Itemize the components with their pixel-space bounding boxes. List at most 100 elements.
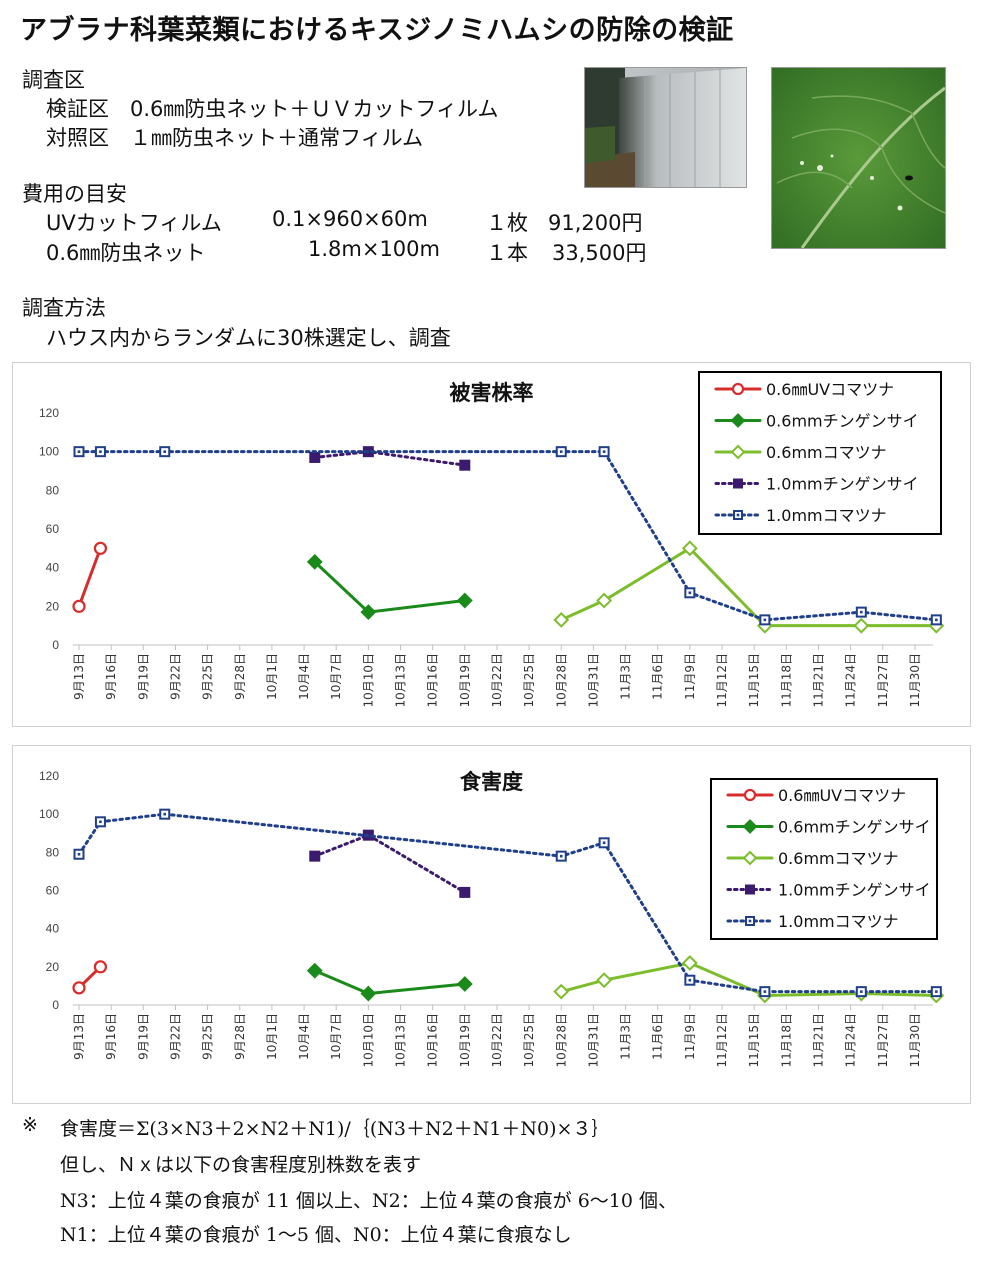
- cost-item-name: UVカットフィルム: [46, 211, 222, 235]
- x-tick-label: 10月28日: [554, 653, 568, 708]
- x-tick-label: 10月31日: [586, 1013, 600, 1068]
- x-tick-label: 9月25日: [201, 1013, 215, 1060]
- x-tick-label: 9月28日: [233, 653, 247, 700]
- cost-item-spec: 0.1×960×60m: [272, 207, 428, 231]
- x-tick-label: 10月25日: [522, 653, 536, 708]
- series-4: [73, 808, 942, 998]
- series-0: [72, 541, 108, 613]
- x-tick-label: 11月24日: [844, 1013, 858, 1068]
- x-tick-label: 11月9日: [683, 653, 697, 700]
- x-tick-label: 10月31日: [586, 653, 600, 708]
- cost-item-price: 91,200円: [548, 211, 643, 235]
- series-2: [553, 540, 945, 634]
- data-point: [72, 599, 86, 613]
- x-tick-label: 11月21日: [811, 1013, 825, 1068]
- legend-label: 1.0mmコマツナ: [778, 912, 899, 931]
- data-point: [456, 976, 473, 992]
- x-tick-label: 11月15日: [747, 1013, 761, 1068]
- legend-marker: [742, 850, 758, 866]
- legend-label: 0.6mmコマツナ: [778, 849, 899, 868]
- data-point: [459, 459, 471, 471]
- x-tick-label: 10月7日: [329, 1013, 343, 1060]
- legend-label: 0.6mmコマツナ: [766, 443, 887, 462]
- legend-label: 0.6mmチンゲンサイ: [778, 818, 931, 837]
- y-tick-label: 0: [52, 998, 59, 1012]
- x-tick-label: 11月21日: [811, 653, 825, 708]
- x-tick-label: 9月28日: [233, 1013, 247, 1060]
- data-point: [306, 553, 323, 570]
- survey-area-heading: 調査区: [22, 68, 85, 92]
- x-tick-label: 10月4日: [297, 1013, 311, 1060]
- y-tick-label: 120: [39, 406, 59, 420]
- data-point: [309, 850, 321, 862]
- x-tick-label: 10月10日: [361, 653, 375, 708]
- x-tick-label: 9月13日: [72, 1013, 86, 1060]
- legend-label: 1.0mmチンゲンサイ: [778, 881, 931, 900]
- y-tick-label: 40: [46, 561, 60, 575]
- chart-damaged-plant-rate: 0 20 40 60 80 100 120 9月13日 9月16日 9月19日 9月22日 9月25日…: [12, 362, 971, 727]
- chart-svg: 0 20 40 60 80 100 120 9月13日 9月16日 9月19日 9月22日 9月25日…: [39, 406, 945, 708]
- x-tick-label: 9月22日: [168, 1013, 182, 1060]
- x-tick-label: 9月13日: [72, 653, 86, 700]
- y-tick-label: 20: [46, 960, 60, 974]
- x-tick-label: 9月19日: [136, 1013, 150, 1060]
- x-tick-label: 10月13日: [394, 653, 408, 708]
- series-line: [313, 560, 467, 614]
- footnote-line: N3：上位４葉の食痕が 11 個以上、N2：上位４葉の食痕が 6～10 個、: [60, 1190, 678, 1212]
- chart-svg: 0 20 40 60 80 100 120 9月13日 9月16日 9月19日 9月22日 9月25日…: [39, 769, 945, 1068]
- x-tick-label: 10月25日: [522, 1013, 536, 1068]
- x-tick-label: 11月3日: [619, 653, 633, 700]
- damaged-leaf-photo: [771, 67, 946, 249]
- x-tick-label: 10月19日: [458, 653, 472, 708]
- method-text: ハウス内からランダムに30株選定し、調査: [46, 326, 451, 350]
- y-tick-label: 100: [39, 445, 59, 459]
- cost-item-name: 0.6㎜防虫ネット: [46, 241, 206, 265]
- y-tick-label: 60: [46, 884, 60, 898]
- series-0: [72, 960, 108, 995]
- legend-marker: [730, 413, 746, 428]
- series-3: [309, 829, 471, 898]
- legend-label: 0.6㎜UVコマツナ: [766, 380, 894, 399]
- data-point: [306, 962, 323, 979]
- y-tick-label: 120: [39, 769, 59, 783]
- page-title: アブラナ科葉菜類におけるキスジノミハムシの防除の検証: [20, 15, 734, 46]
- cost-item-qty: １本: [486, 241, 528, 265]
- legend-label: 0.6㎜UVコマツナ: [778, 786, 906, 805]
- legend-svg: 0.6㎜UVコマツナ 0.6mmチンゲンサイ 0.6mmコマツナ 1.0mmチンゲンサ…: [726, 786, 931, 931]
- x-tick-label: 11月27日: [876, 1013, 890, 1068]
- x-tick-label: 10月1日: [265, 653, 279, 700]
- cost-heading: 費用の目安: [22, 182, 127, 206]
- data-point: [72, 981, 86, 995]
- data-point: [93, 960, 108, 974]
- x-tick-label: 11月12日: [715, 1013, 729, 1068]
- x-tick-label: 10月7日: [329, 653, 343, 700]
- footnote-line: 但し、Ｎｘは以下の食害程度別株数を表す: [60, 1154, 422, 1176]
- data-point: [309, 451, 321, 463]
- cost-item-price: 33,500円: [552, 241, 647, 265]
- method-heading: 調査方法: [22, 296, 106, 320]
- x-tick-label: 9月25日: [201, 653, 215, 700]
- x-tick-label: 11月18日: [779, 1013, 793, 1068]
- data-point: [681, 540, 698, 557]
- x-tick-label: 10月16日: [426, 653, 440, 708]
- chart-legend: 0.6㎜UVコマツナ 0.6mmチンゲンサイ 0.6mmコマツナ 1.0mmチンゲンサ…: [710, 778, 938, 940]
- data-point: [596, 972, 613, 989]
- cost-item-spec: 1.8m×100m: [308, 237, 440, 261]
- data-point: [93, 541, 108, 555]
- legend-marker: [733, 478, 743, 489]
- series-line: [313, 450, 467, 467]
- legend-svg: 0.6㎜UVコマツナ 0.6mmチンゲンサイ 0.6mmコマツナ 1.0mmチンゲンサ…: [714, 380, 919, 525]
- x-tick-label: 10月19日: [458, 1013, 472, 1068]
- survey-area-line-test: 検証区 0.6㎜防虫ネット＋ＵＶカットフィルム: [46, 97, 499, 121]
- data-point: [681, 955, 698, 971]
- x-tick-label: 10月13日: [394, 1013, 408, 1068]
- footnote-mark: ※: [22, 1114, 38, 1136]
- legend-marker: [743, 788, 757, 802]
- legend-label: 0.6mmチンゲンサイ: [766, 412, 919, 431]
- series-1: [306, 553, 473, 621]
- x-tick-label: 11月6日: [651, 653, 665, 700]
- legend-marker: [742, 819, 758, 834]
- x-tick-label: 11月30日: [908, 653, 922, 708]
- x-tick-label: 10月16日: [426, 1013, 440, 1068]
- x-tick-label: 11月18日: [779, 653, 793, 708]
